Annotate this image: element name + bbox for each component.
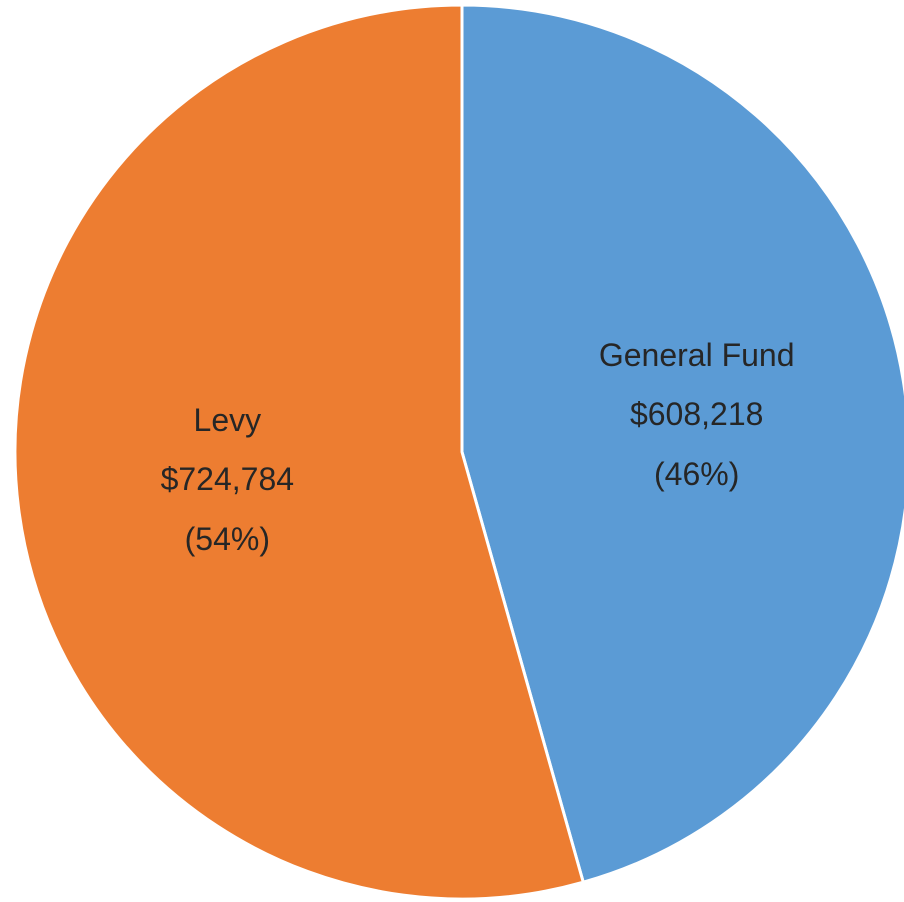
slice-value-label: $608,218 [630, 396, 763, 432]
pie-slice [460, 3, 904, 884]
slice-percent-label: (54%) [185, 521, 270, 557]
slice-value-label: $724,784 [161, 461, 294, 497]
slice-percent-label: (46%) [654, 456, 739, 492]
pie-slice [13, 3, 585, 901]
slice-category-label: General Fund [599, 337, 795, 373]
slice-category-label: Levy [194, 402, 262, 438]
